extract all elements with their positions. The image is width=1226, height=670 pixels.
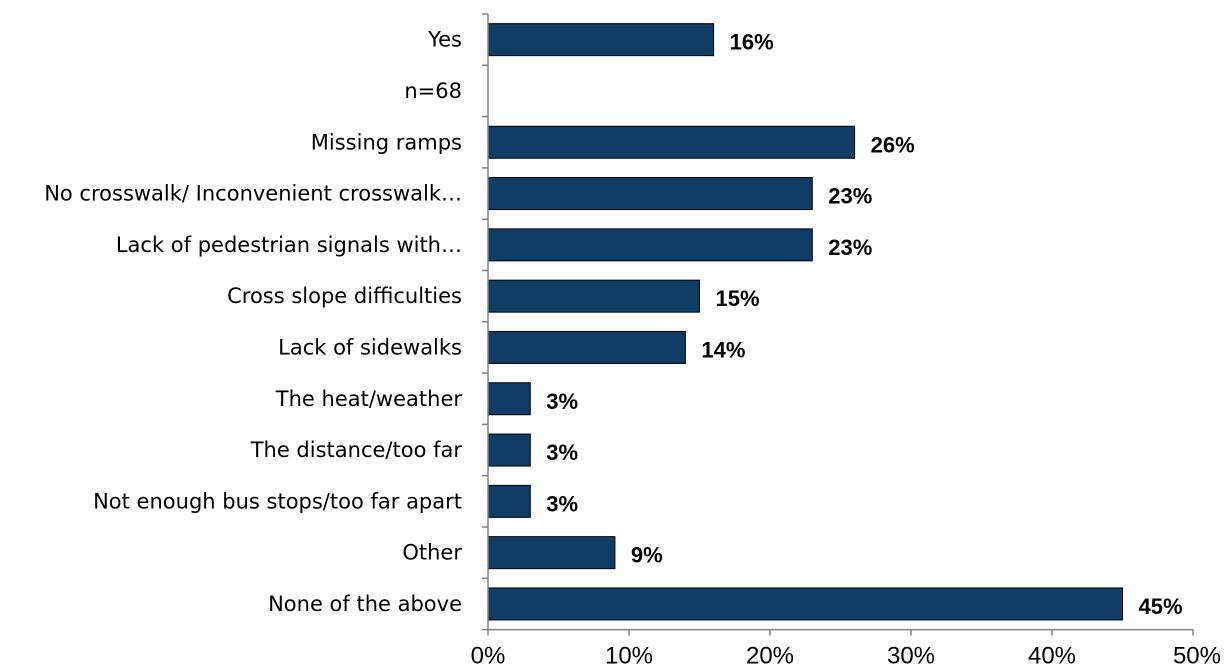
data-label: 23% — [828, 235, 872, 260]
axes — [482, 13, 1194, 636]
category-label: Yes — [427, 28, 462, 52]
category-label: Other — [402, 541, 462, 565]
data-label: 3% — [546, 440, 578, 465]
x-tick-labels: 0% 10% 20% 30% 40% 50% — [471, 643, 1221, 670]
category-label: None of the above — [268, 592, 462, 616]
bar — [487, 228, 813, 262]
bar — [487, 125, 856, 159]
bar — [487, 382, 531, 416]
category-label: The distance/too far — [250, 438, 463, 462]
category-label: Not enough bus stops/too far apart — [93, 489, 462, 513]
value-labels: 16% 26% 23% 23% 15% 14% 3% 3% 3% 9% 45% — [546, 30, 1182, 619]
x-tick-label: 10% — [605, 643, 653, 670]
data-label: 3% — [546, 389, 578, 414]
category-label: Cross slope difficulties — [227, 284, 462, 308]
data-label: 23% — [828, 184, 872, 209]
bar — [487, 536, 616, 570]
bar — [487, 330, 686, 364]
x-tick-label: 0% — [471, 643, 506, 670]
x-tick-label: 30% — [887, 643, 935, 670]
category-label: n=68 — [404, 79, 462, 103]
data-label: 15% — [716, 286, 760, 311]
data-label: 14% — [701, 337, 745, 362]
category-label: Lack of sidewalks — [278, 335, 462, 359]
bars-group — [487, 23, 1123, 621]
bar — [487, 587, 1123, 621]
data-label: 26% — [871, 132, 915, 157]
category-label: The heat/weather — [275, 387, 463, 411]
data-label: 16% — [730, 30, 774, 55]
data-label: 45% — [1139, 594, 1183, 619]
bar — [487, 484, 531, 518]
bar — [487, 177, 813, 211]
x-tick-label: 20% — [746, 643, 794, 670]
bar — [487, 433, 531, 467]
data-label: 3% — [546, 491, 578, 516]
category-labels: Yes n=68 Missing ramps No crosswalk/ Inconv… — [44, 28, 462, 616]
bar — [487, 23, 715, 57]
bar — [487, 279, 700, 313]
category-label: No crosswalk/ Inconvenient crosswalk… — [44, 182, 462, 206]
x-tick-label: 40% — [1028, 643, 1076, 670]
category-label: Missing ramps — [311, 130, 462, 154]
category-label: Lack of pedestrian signals with… — [116, 233, 462, 257]
data-label: 9% — [631, 543, 663, 568]
x-tick-label: 50% — [1173, 643, 1221, 670]
